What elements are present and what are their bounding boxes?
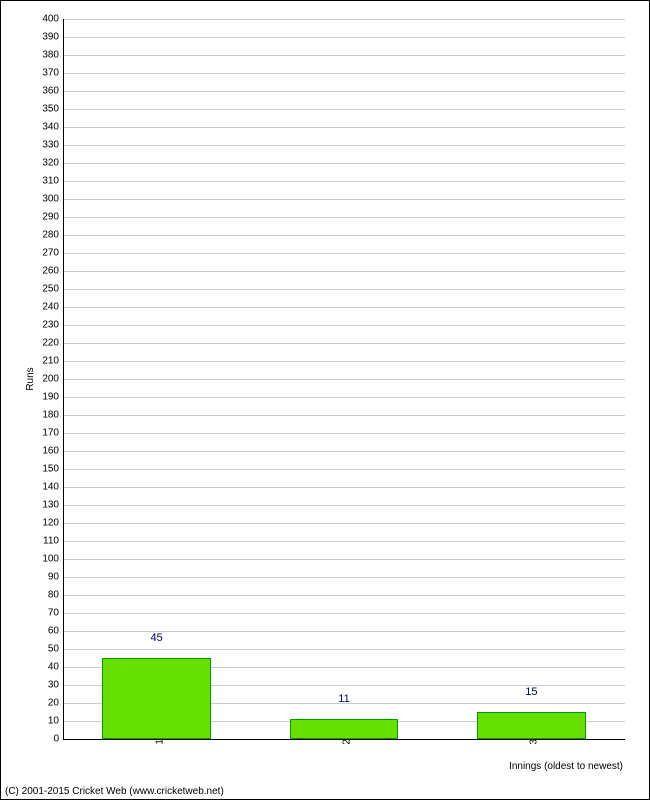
bar bbox=[102, 658, 211, 739]
gridline bbox=[63, 19, 625, 20]
gridline bbox=[63, 523, 625, 524]
gridline bbox=[63, 91, 625, 92]
bar bbox=[477, 712, 586, 739]
y-tick-label: 120 bbox=[42, 518, 63, 529]
y-tick-label: 230 bbox=[42, 320, 63, 331]
gridline bbox=[63, 325, 625, 326]
y-tick-label: 360 bbox=[42, 86, 63, 97]
y-tick-label: 80 bbox=[48, 590, 63, 601]
x-tick-label: 2 bbox=[336, 739, 353, 745]
y-tick-label: 370 bbox=[42, 68, 63, 79]
gridline bbox=[63, 577, 625, 578]
y-tick-label: 160 bbox=[42, 446, 63, 457]
y-tick-label: 390 bbox=[42, 32, 63, 43]
gridline bbox=[63, 361, 625, 362]
gridline bbox=[63, 163, 625, 164]
y-tick-label: 340 bbox=[42, 122, 63, 133]
plot-area: 0102030405060708090100110120130140150160… bbox=[63, 19, 625, 739]
y-tick-label: 20 bbox=[48, 698, 63, 709]
gridline bbox=[63, 433, 625, 434]
x-axis-title: Innings (oldest to newest) bbox=[509, 761, 623, 772]
y-tick-label: 110 bbox=[43, 536, 63, 547]
gridline bbox=[63, 397, 625, 398]
gridline bbox=[63, 289, 625, 290]
y-tick-label: 220 bbox=[42, 338, 63, 349]
gridline bbox=[63, 37, 625, 38]
y-axis-line bbox=[63, 19, 64, 739]
y-tick-label: 180 bbox=[42, 410, 63, 421]
gridline bbox=[63, 307, 625, 308]
gridline bbox=[63, 127, 625, 128]
gridline bbox=[63, 235, 625, 236]
gridline bbox=[63, 487, 625, 488]
gridline bbox=[63, 55, 625, 56]
y-tick-label: 0 bbox=[53, 734, 63, 745]
gridline bbox=[63, 145, 625, 146]
y-tick-label: 280 bbox=[42, 230, 63, 241]
y-tick-label: 350 bbox=[42, 104, 63, 115]
gridline bbox=[63, 541, 625, 542]
y-tick-label: 190 bbox=[42, 392, 63, 403]
gridline bbox=[63, 595, 625, 596]
gridline bbox=[63, 415, 625, 416]
gridline bbox=[63, 73, 625, 74]
y-tick-label: 310 bbox=[42, 176, 63, 187]
y-tick-label: 30 bbox=[48, 680, 63, 691]
y-tick-label: 380 bbox=[42, 50, 63, 61]
y-tick-label: 70 bbox=[48, 608, 63, 619]
gridline bbox=[63, 631, 625, 632]
y-tick-label: 170 bbox=[42, 428, 63, 439]
y-tick-label: 270 bbox=[42, 248, 63, 259]
y-tick-label: 210 bbox=[42, 356, 63, 367]
y-tick-label: 260 bbox=[42, 266, 63, 277]
x-tick-label: 3 bbox=[523, 739, 540, 745]
copyright-caption: (C) 2001-2015 Cricket Web (www.cricketwe… bbox=[5, 786, 224, 797]
gridline bbox=[63, 253, 625, 254]
bar-value-label: 45 bbox=[151, 632, 163, 644]
bar bbox=[290, 719, 399, 739]
gridline bbox=[63, 379, 625, 380]
y-tick-label: 140 bbox=[42, 482, 63, 493]
gridline bbox=[63, 271, 625, 272]
gridline bbox=[63, 343, 625, 344]
gridline bbox=[63, 649, 625, 650]
y-tick-label: 290 bbox=[42, 212, 63, 223]
gridline bbox=[63, 181, 625, 182]
y-tick-label: 10 bbox=[48, 716, 63, 727]
x-tick-label: 1 bbox=[148, 739, 165, 745]
y-tick-label: 50 bbox=[48, 644, 63, 655]
y-tick-label: 100 bbox=[42, 554, 63, 565]
y-tick-label: 320 bbox=[42, 158, 63, 169]
y-tick-label: 90 bbox=[48, 572, 63, 583]
gridline bbox=[63, 469, 625, 470]
y-tick-label: 40 bbox=[48, 662, 63, 673]
y-axis-title: Runs bbox=[25, 367, 36, 390]
y-tick-label: 240 bbox=[42, 302, 63, 313]
y-tick-label: 60 bbox=[48, 626, 63, 637]
gridline bbox=[63, 559, 625, 560]
gridline bbox=[63, 109, 625, 110]
gridline bbox=[63, 217, 625, 218]
gridline bbox=[63, 451, 625, 452]
chart-frame: 0 10 20 30 40 50 60 70 80 90 100 110 120 130 140 150 160… bbox=[0, 0, 650, 800]
y-tick-label: 130 bbox=[42, 500, 63, 511]
bar-value-label: 11 bbox=[338, 693, 349, 705]
y-tick-label: 330 bbox=[42, 140, 63, 151]
bar-value-label: 15 bbox=[525, 686, 537, 698]
y-tick-label: 300 bbox=[42, 194, 63, 205]
gridline bbox=[63, 505, 625, 506]
y-tick-label: 400 bbox=[42, 14, 63, 25]
y-tick-label: 200 bbox=[42, 374, 63, 385]
gridline bbox=[63, 199, 625, 200]
gridline bbox=[63, 613, 625, 614]
y-tick-label: 150 bbox=[42, 464, 63, 475]
y-tick-label: 250 bbox=[42, 284, 63, 295]
